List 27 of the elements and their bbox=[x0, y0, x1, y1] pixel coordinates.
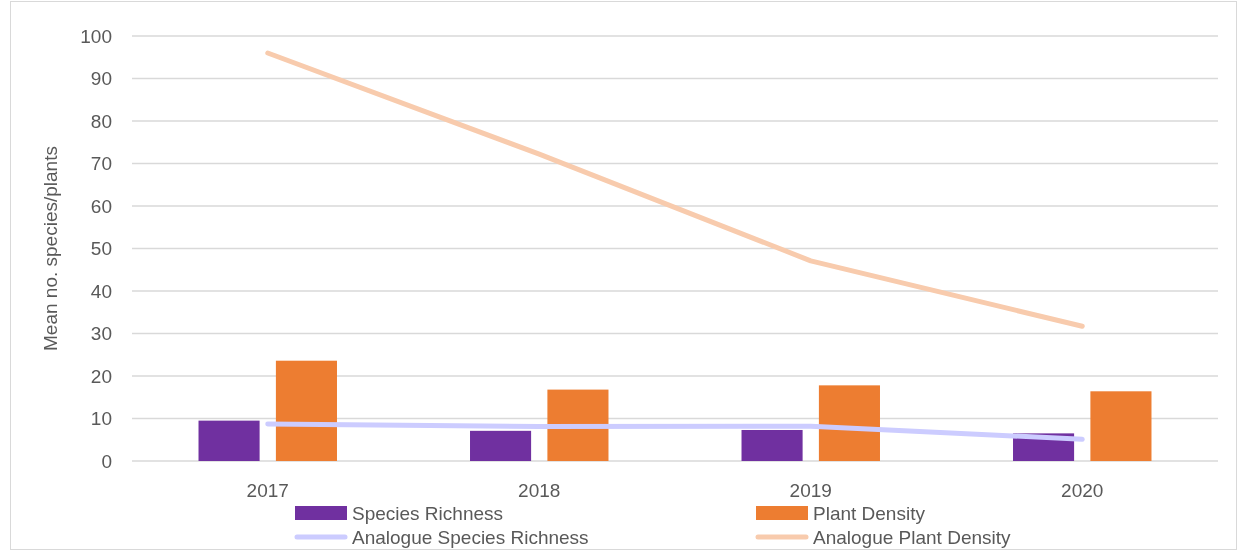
y-tick-label: 0 bbox=[101, 450, 112, 472]
bar bbox=[547, 389, 609, 461]
legend-label: Analogue Plant Density bbox=[813, 526, 1012, 548]
x-tick-label: 2018 bbox=[518, 480, 561, 501]
bar bbox=[198, 420, 260, 461]
y-tick-label: 40 bbox=[90, 280, 112, 302]
y-tick-label: 50 bbox=[90, 238, 112, 260]
y-tick-label: 60 bbox=[90, 195, 112, 217]
y-tick-label: 70 bbox=[90, 153, 112, 175]
legend-label: Analogue Species Richness bbox=[352, 526, 589, 548]
legend-label: Plant Density bbox=[813, 502, 926, 524]
x-tick-label: 2017 bbox=[246, 480, 289, 501]
y-tick-label: 80 bbox=[90, 110, 112, 132]
y-tick-label: 100 bbox=[80, 25, 112, 47]
y-tick-label: 90 bbox=[90, 68, 112, 90]
bar bbox=[741, 429, 803, 461]
x-tick-label: 2019 bbox=[789, 480, 832, 501]
x-tick-label: 2020 bbox=[1061, 480, 1104, 501]
bar bbox=[1090, 391, 1152, 461]
bar bbox=[818, 385, 880, 461]
y-tick-label: 30 bbox=[90, 323, 112, 345]
bar bbox=[275, 360, 337, 461]
y-tick-label: 20 bbox=[90, 365, 112, 387]
y-tick-label: 10 bbox=[90, 408, 112, 430]
legend-label: Species Richness bbox=[352, 502, 504, 524]
bar bbox=[470, 430, 532, 461]
y-axis-title: Mean no. species/plants bbox=[40, 146, 61, 351]
